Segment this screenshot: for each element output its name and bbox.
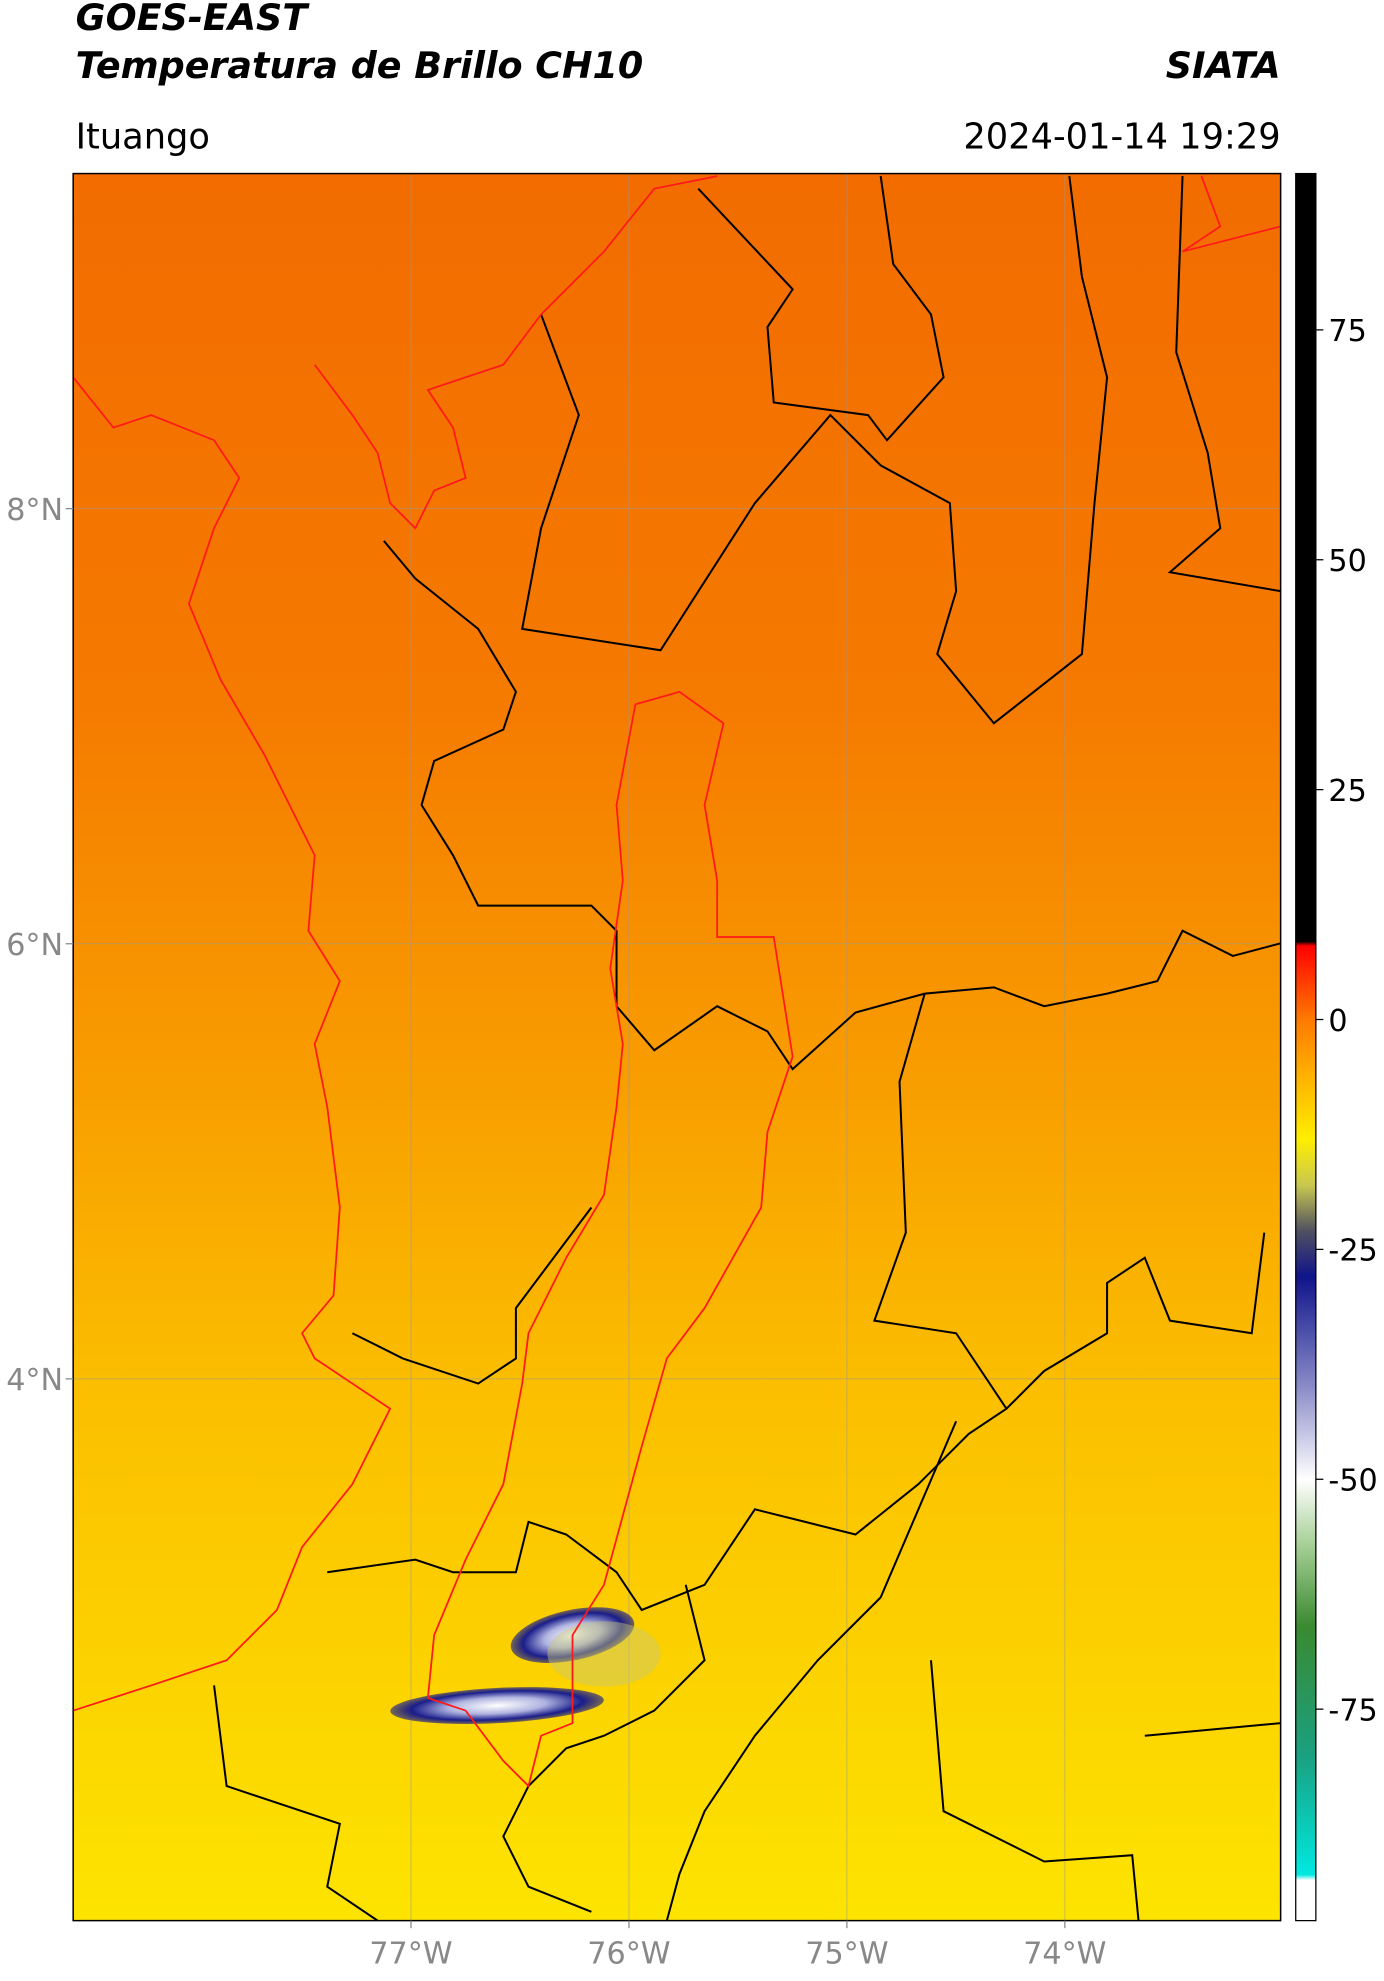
title: GOES-EAST [76,0,311,39]
map-background [73,173,1281,1921]
x-tick-label: 76°W [587,1936,670,1971]
colorbar-tick-label: 0 [1328,1004,1347,1039]
colorbar-tick-label: 50 [1328,544,1366,579]
y-tick-label: 8°N [6,493,63,528]
colorbar-tick-label: -25 [1328,1234,1377,1269]
datetime: 2024-01-14 19:29 [963,116,1280,157]
colorbar-tick-label: -75 [1328,1693,1377,1728]
x-tick-label: 74°W [1023,1936,1106,1971]
colorbar [1295,172,1317,1922]
x-tick-label: 75°W [805,1936,888,1971]
map [73,173,1281,1921]
x-tick-label: 77°W [369,1936,452,1971]
location: Ituango [76,116,210,157]
y-tick-label: 4°N [6,1363,63,1398]
colorbar-tick-label: -50 [1328,1464,1377,1499]
map-frame [72,172,1282,1922]
cloud-edge [547,1621,661,1687]
colorbar-tick-label: 25 [1328,774,1366,809]
coast-and-basin [73,175,1281,1788]
source: SIATA [1166,44,1281,87]
cloud [390,1687,604,1725]
colorbar-tick-label: 75 [1328,314,1366,349]
y-tick-label: 6°N [6,928,63,963]
subtitle: Temperatura de Brillo CH10 [76,44,644,87]
borders [213,175,1281,1921]
